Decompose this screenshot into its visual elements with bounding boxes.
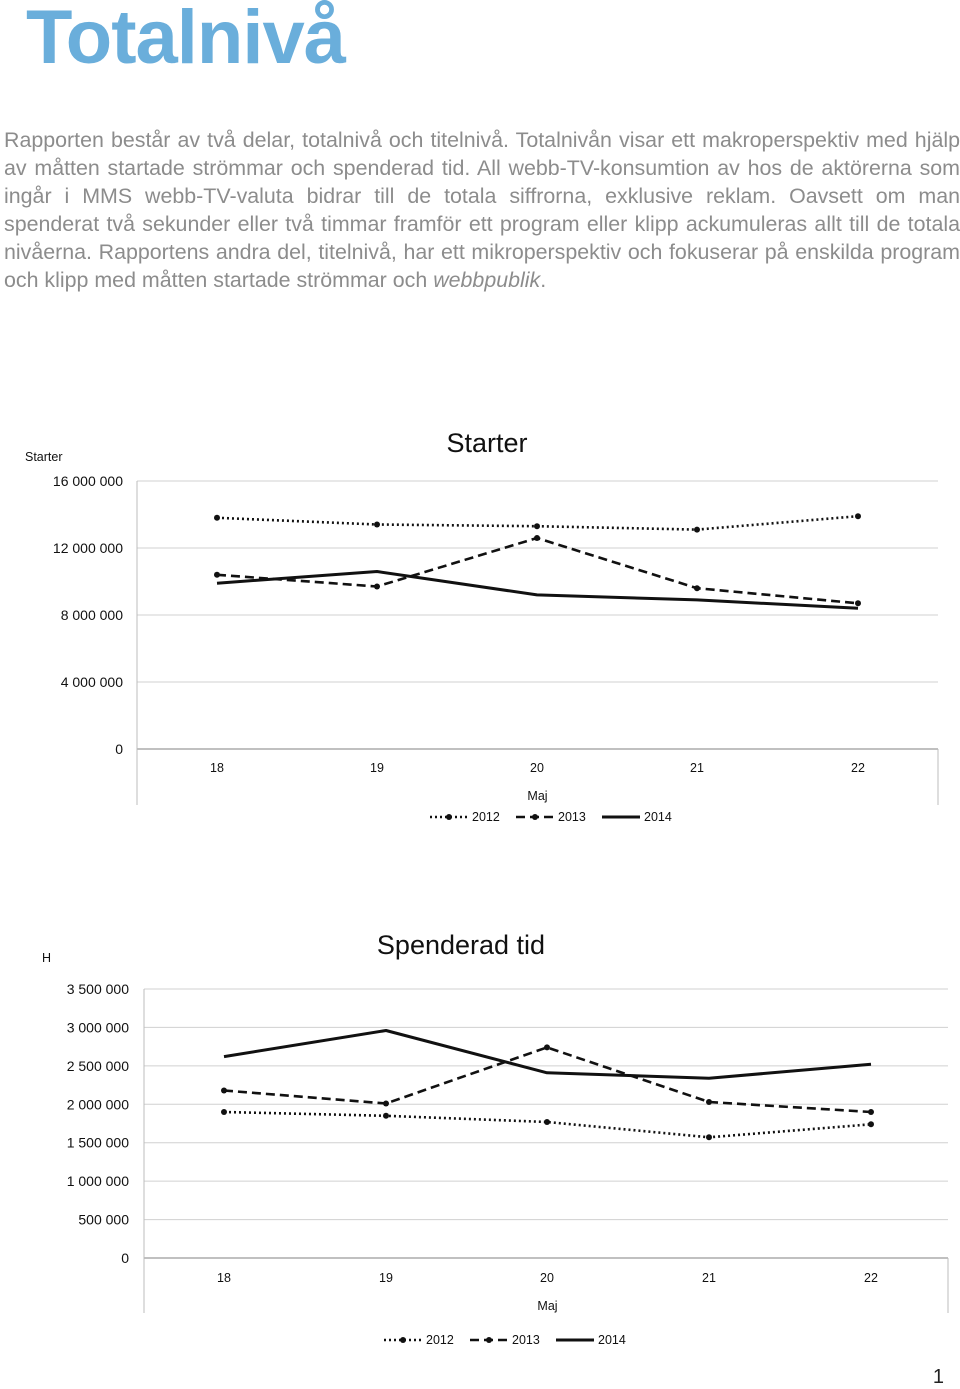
data-point-2013 — [544, 1044, 550, 1051]
x-tick-label: 20 — [540, 1271, 554, 1285]
x-tick-label: 20 — [530, 761, 544, 775]
data-point-2012 — [214, 514, 220, 521]
x-tick-label: 21 — [702, 1271, 716, 1285]
data-point-2013 — [374, 583, 380, 590]
y-tick-label: 3 000 000 — [67, 1019, 129, 1035]
x-tick-label: 22 — [864, 1271, 878, 1285]
x-tick-label: 21 — [690, 761, 704, 775]
legend-label-2013: 2013 — [558, 810, 586, 824]
x-axis-label: Maj — [527, 789, 547, 803]
data-point-2013 — [868, 1109, 874, 1115]
data-point-2012 — [221, 1109, 227, 1115]
data-point-2013 — [694, 585, 700, 592]
data-point-2012 — [868, 1121, 874, 1128]
legend-label-2014: 2014 — [644, 810, 672, 824]
y-axis-label: Starter — [25, 450, 63, 464]
y-tick-label: 0 — [115, 741, 123, 757]
y-tick-label: 2 500 000 — [67, 1058, 129, 1074]
y-tick-label: 500 000 — [78, 1212, 129, 1228]
y-tick-label: 4 000 000 — [61, 674, 123, 690]
page-title: Totalnivå — [26, 0, 346, 80]
legend-marker-2013 — [486, 1337, 492, 1343]
data-point-2012 — [706, 1134, 712, 1141]
data-point-2012 — [855, 513, 861, 520]
x-tick-label: 18 — [217, 1271, 231, 1285]
legend-label-2014: 2014 — [598, 1333, 626, 1347]
intro-text-end: . — [540, 268, 547, 292]
legend-marker-2012 — [400, 1337, 406, 1343]
data-point-2013 — [855, 600, 861, 607]
data-point-2013 — [706, 1099, 712, 1105]
intro-emphasis: webbpublik — [433, 268, 541, 292]
starter-chart: Starter Starter 0 4 000 000 8 000 000 12 000 … — [25, 428, 939, 824]
data-point-2012 — [383, 1112, 389, 1119]
data-point-2012 — [534, 523, 540, 530]
y-axis-label: H — [42, 951, 51, 965]
legend-marker-2013 — [532, 814, 538, 820]
y-tick-label: 0 — [121, 1250, 129, 1266]
page-number: 1 — [932, 1366, 944, 1388]
x-tick-label: 19 — [379, 1271, 393, 1285]
y-tick-label: 3 500 000 — [67, 981, 129, 997]
data-point-2013 — [221, 1087, 227, 1094]
y-tick-label: 16 000 000 — [53, 473, 123, 489]
legend-label-2013: 2013 — [512, 1333, 540, 1347]
data-point-2013 — [383, 1100, 389, 1107]
intro-paragraph: Rapporten består av två delar, totalnivå… — [4, 126, 960, 294]
data-point-2012 — [694, 526, 700, 533]
intro-text: Rapporten består av två delar, totalnivå… — [4, 128, 960, 292]
y-tick-label: 1 500 000 — [67, 1135, 129, 1151]
legend-label-2012: 2012 — [472, 810, 500, 824]
data-point-2013 — [214, 571, 220, 578]
x-axis-label: Maj — [537, 1299, 557, 1313]
x-tick-label: 19 — [370, 761, 384, 775]
x-tick-label: 18 — [210, 761, 224, 775]
chart-title: Spenderad tid — [377, 930, 545, 960]
series-line-2013 — [223, 1046, 872, 1114]
y-tick-label: 1 000 000 — [67, 1173, 129, 1189]
legend-marker-2012 — [446, 814, 452, 820]
legend-label-2012: 2012 — [426, 1333, 454, 1347]
x-tick-label: 22 — [851, 761, 865, 775]
y-tick-label: 8 000 000 — [61, 607, 123, 623]
chart-title: Starter — [446, 428, 527, 458]
spenderad-tid-chart: Spenderad tid H 0 500 000 1 000 000 1 500 000… — [42, 930, 949, 1347]
y-tick-label: 12 000 000 — [53, 540, 123, 556]
series-line-2012 — [223, 1110, 872, 1139]
data-point-2013 — [534, 535, 540, 541]
series-line-2014 — [216, 570, 859, 610]
y-tick-label: 2 000 000 — [67, 1096, 129, 1112]
series-line-2014 — [223, 1029, 872, 1080]
data-point-2012 — [544, 1119, 550, 1125]
data-point-2012 — [374, 521, 380, 528]
